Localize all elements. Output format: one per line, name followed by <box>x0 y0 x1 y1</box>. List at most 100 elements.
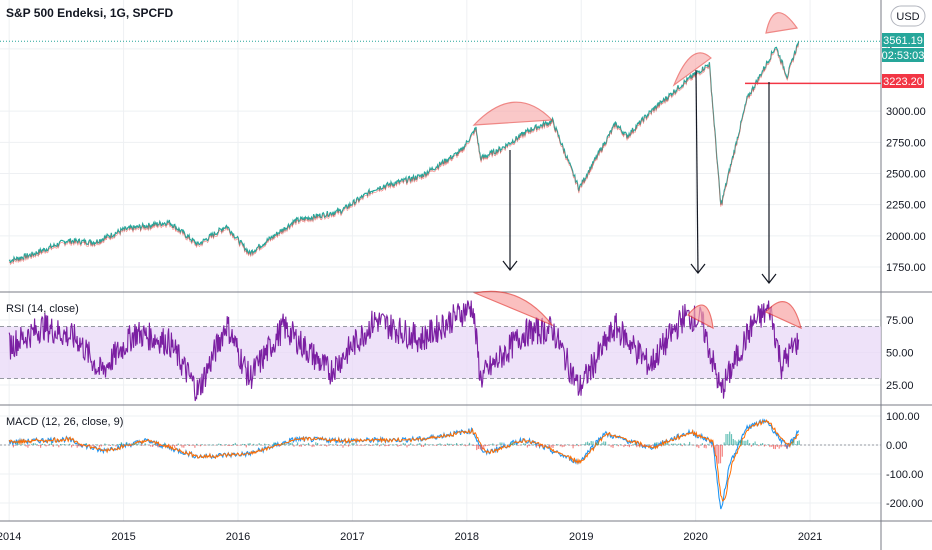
macd-series[interactable] <box>8 418 800 510</box>
macd-histogram-bar <box>119 443 121 445</box>
macd-histogram-bar <box>734 440 736 445</box>
macd-histogram-bar <box>539 445 541 447</box>
rsi-tick-label: 25.00 <box>886 380 914 392</box>
macd-histogram-bar <box>705 445 707 449</box>
macd-histogram-bar <box>172 445 174 446</box>
macd-histogram-bar <box>318 445 320 446</box>
macd-histogram-bar <box>210 444 212 446</box>
macd-histogram-bar <box>532 444 534 446</box>
macd-histogram-bar <box>776 445 778 447</box>
arrow-head-2018[interactable] <box>502 260 518 271</box>
macd-histogram-bar <box>120 442 122 445</box>
rsi-arc-2020-feb[interactable] <box>687 304 714 330</box>
macd-histogram-bar <box>181 445 183 448</box>
macd-histogram-bar <box>93 445 95 448</box>
macd-histogram-bar <box>537 445 539 446</box>
currency-button[interactable] <box>890 5 926 27</box>
macd-histogram-bar <box>69 443 71 445</box>
macd-histogram-bar <box>351 442 353 445</box>
macd-histogram-bar <box>515 444 517 445</box>
macd-histogram-bar <box>745 440 747 445</box>
arc-top-2020-feb[interactable] <box>672 52 712 87</box>
macd-histogram-bar <box>317 443 319 445</box>
macd-histogram-bar <box>97 444 99 446</box>
rsi-arc-2018[interactable] <box>472 290 554 327</box>
macd-histogram-bar <box>614 444 616 445</box>
macd-histogram-bar <box>521 444 523 446</box>
macd-histogram-bar <box>484 445 487 447</box>
arrow-head-2020-sep[interactable] <box>761 273 777 284</box>
macd-histogram-bar <box>526 445 528 448</box>
macd-histogram-bar <box>50 442 53 445</box>
last-price-value: 3561.19 <box>883 35 923 47</box>
macd-histogram-bar <box>395 444 397 445</box>
macd-histogram-bar <box>621 445 623 446</box>
macd-signal-series[interactable] <box>8 419 799 502</box>
macd-histogram-bar <box>377 443 379 445</box>
macd-histogram-bar <box>320 445 322 446</box>
macd-histogram-bar <box>667 442 669 445</box>
macd-histogram-bar <box>278 445 280 447</box>
macd-histogram-bar <box>148 445 150 446</box>
macd-histogram-bar <box>457 445 459 446</box>
macd-histogram-bar <box>774 445 776 450</box>
macd-histogram-bar <box>410 443 412 445</box>
time-axis-ticks: 2014 2015 2016 2017 2018 2019 2020 2021 <box>0 531 822 543</box>
macd-histogram-bar <box>707 443 709 445</box>
macd-histogram-bar <box>692 445 694 446</box>
macd-histogram-bar <box>596 442 598 445</box>
macd-tick-label: -100.00 <box>886 469 923 481</box>
macd-histogram-bar <box>78 445 80 447</box>
macd-histogram-bar <box>578 445 580 447</box>
price-tick-label: 2250.00 <box>886 200 926 212</box>
price-tick-label: 2000.00 <box>886 231 926 243</box>
macd-histogram-bar <box>298 445 300 447</box>
macd-histogram-bar <box>650 445 652 447</box>
time-tick-label: 2020 <box>683 531 707 543</box>
macd-histogram-bar <box>32 443 34 445</box>
arrow-head-2020-feb[interactable] <box>690 263 706 274</box>
macd-histogram-bar <box>780 445 782 448</box>
arc-top-2018[interactable] <box>472 101 554 126</box>
macd-histogram-bar <box>61 444 63 445</box>
price-tick-label: 1750.00 <box>886 262 926 274</box>
macd-histogram-bar <box>592 441 594 445</box>
macd-histogram-bar <box>338 445 340 446</box>
macd-histogram-bar <box>139 444 141 446</box>
price-series[interactable] <box>8 41 800 264</box>
macd-histogram-bar <box>306 444 308 445</box>
macd-histogram-bar <box>315 442 317 445</box>
rsi-arc-2020-sep[interactable] <box>765 301 802 330</box>
macd-pane-title: MACD (12, 26, close, 9) <box>6 416 123 428</box>
price-tick-label: 2750.00 <box>886 137 926 149</box>
macd-histogram-bar <box>767 444 769 445</box>
macd-histogram-bar <box>14 445 16 446</box>
macd-histogram-bar <box>333 445 335 446</box>
macd-histogram-bar <box>43 444 45 445</box>
macd-histogram-bar <box>201 444 203 445</box>
macd-histogram-bar <box>700 445 702 446</box>
macd-histogram-bar <box>534 444 536 445</box>
macd-histogram-bar <box>346 445 348 446</box>
arc-top-2020-sep[interactable] <box>765 12 799 34</box>
macd-histogram-bar <box>771 445 773 447</box>
macd-histogram-bar <box>559 445 561 447</box>
macd-histogram-bar <box>530 445 532 446</box>
macd-histogram-bar <box>23 444 25 446</box>
macd-histogram-bar <box>18 444 20 445</box>
macd-histogram-bar <box>479 445 481 450</box>
macd-histogram-bar <box>302 443 304 445</box>
macd-histogram-bar <box>718 445 720 464</box>
macd-histogram-bar <box>87 445 89 447</box>
macd-histogram-bar <box>164 443 166 445</box>
macd-histogram-bar <box>400 445 403 446</box>
arrow-shaft-2020-feb[interactable] <box>695 69 699 274</box>
macd-histogram-bar <box>669 445 671 446</box>
macd-histogram-bar <box>495 445 497 447</box>
macd-histogram-bar <box>388 445 390 447</box>
rsi-series[interactable] <box>8 300 800 402</box>
macd-histogram-bar <box>672 443 674 445</box>
time-tick-label: 2019 <box>569 531 593 543</box>
macd-histogram-bar <box>240 445 242 446</box>
